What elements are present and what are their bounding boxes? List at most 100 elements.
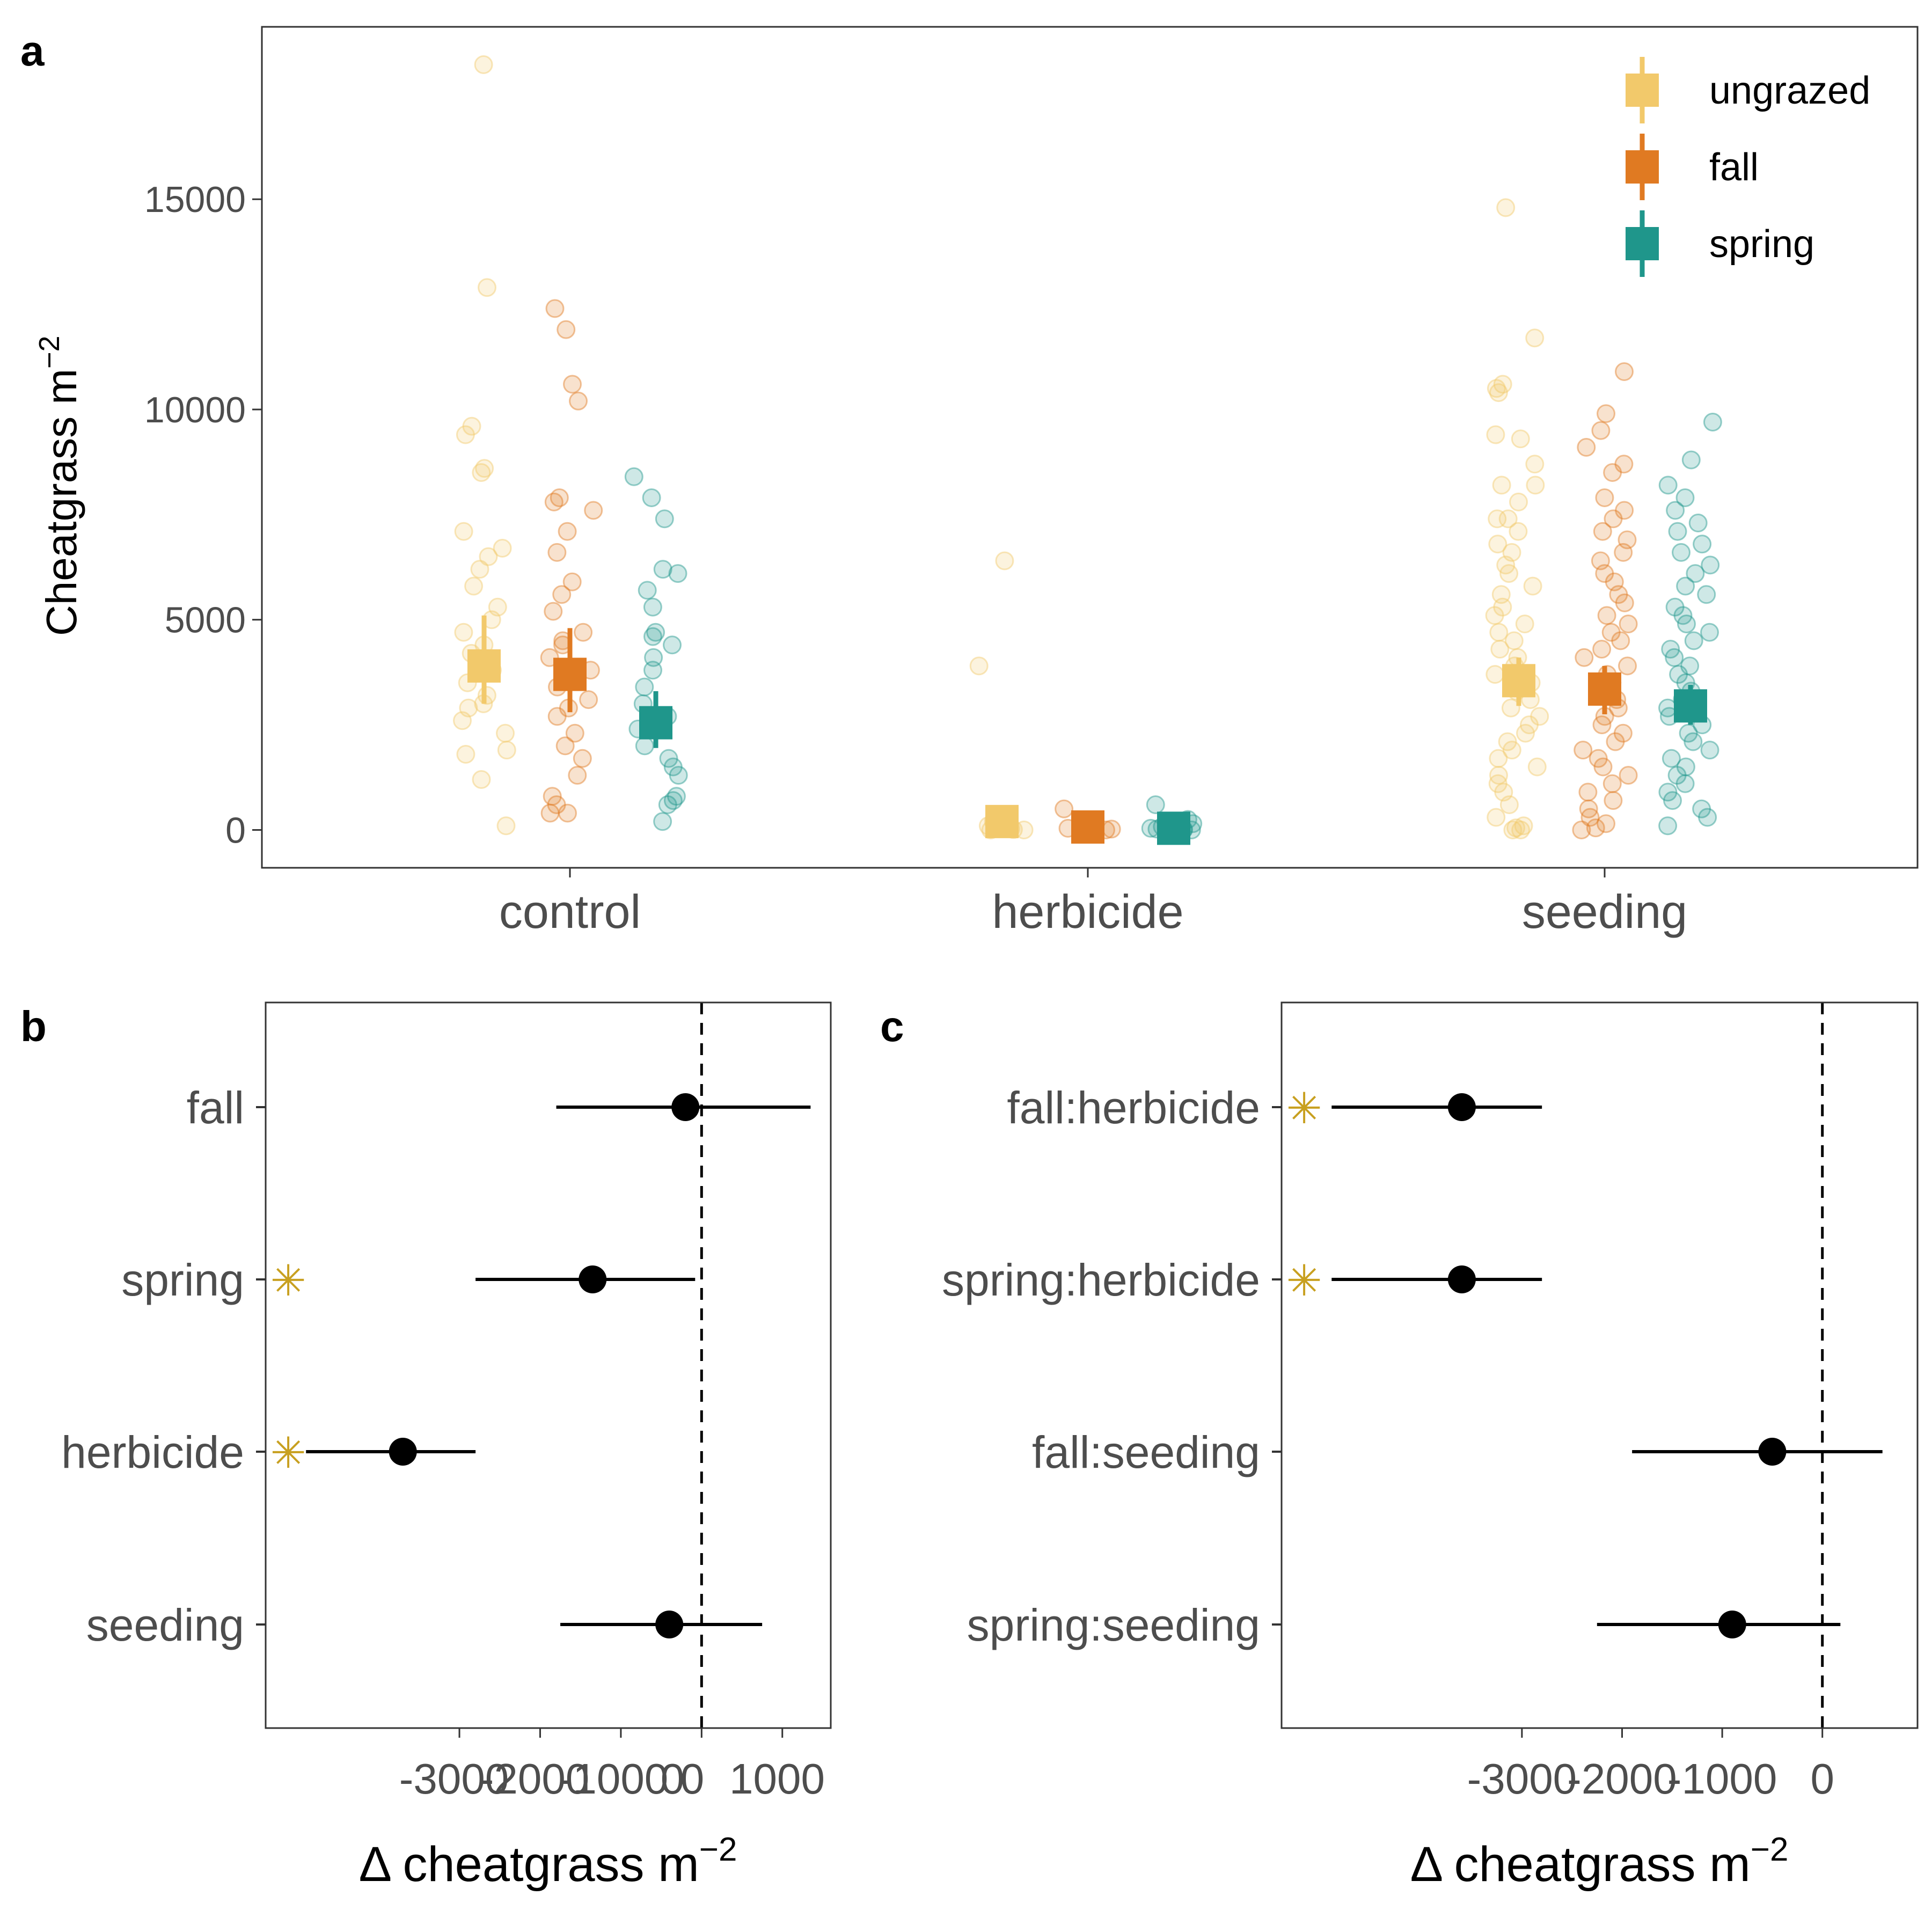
panel-b-x-axis-title-sup: −2: [699, 1831, 737, 1868]
raw-point-seeding-fall-1: [1597, 404, 1615, 423]
y-tick-label-5000: 5000: [165, 600, 246, 641]
raw-point-seeding-ungrazed-36: [1498, 732, 1517, 751]
c-x-tick-label-3: 0: [1810, 1755, 1834, 1803]
raw-point-control-fall-5: [544, 492, 564, 511]
b-x-tick-label-4: 0: [680, 1755, 705, 1803]
raw-point-seeding-spring-17: [1684, 631, 1703, 650]
raw-point-seeding-ungrazed-10: [1509, 492, 1528, 511]
raw-point-seeding-ungrazed-4: [1489, 383, 1508, 402]
raw-point-control-fall-25: [543, 787, 562, 806]
raw-point-seeding-fall-20: [1611, 631, 1630, 650]
raw-point-seeding-ungrazed-46: [1506, 818, 1526, 838]
raw-point-control-ungrazed-24: [456, 745, 475, 764]
panel-b-frame: [265, 1001, 832, 1729]
b-y-tick-label-herbicide: herbicide: [61, 1427, 244, 1477]
raw-point-seeding-ungrazed-1: [1525, 328, 1545, 348]
raw-point-seeding-spring-13: [1665, 597, 1685, 617]
raw-point-control-ungrazed-1: [478, 278, 496, 297]
panel-c-x-axis-title-main: Δ cheatgrass m: [1410, 1837, 1751, 1892]
panel-c-y-axis: fall:herbicide spring:herbicide fall:seedi…: [942, 1082, 1282, 1650]
raw-point-seeding-fall-3: [1577, 438, 1596, 457]
raw-point-herbicide-ungrazed-1: [969, 656, 989, 676]
raw-point-control-spring-8: [643, 627, 662, 646]
raw-point-seeding-spring-30: [1700, 741, 1719, 760]
raw-point-seeding-spring-33: [1667, 766, 1687, 785]
c-x-tick-label-0: -3000: [1467, 1755, 1577, 1803]
raw-point-seeding-spring-7: [1693, 535, 1712, 554]
raw-point-control-fall-3: [569, 391, 588, 411]
raw-point-seeding-ungrazed-43: [1499, 795, 1519, 814]
raw-point-control-fall-27: [558, 803, 577, 823]
raw-point-seeding-ungrazed-15: [1502, 543, 1521, 562]
raw-point-seeding-spring-11: [1676, 576, 1695, 596]
raw-point-control-ungrazed-2: [456, 425, 475, 444]
raw-point-control-spring-1: [642, 488, 661, 507]
raw-point-control-fall-18: [579, 690, 598, 709]
raw-point-seeding-spring-20: [1680, 656, 1700, 676]
raw-point-control-fall-7: [558, 522, 577, 541]
raw-point-seeding-fall-2: [1591, 421, 1611, 440]
panel-a-y-axis-title-main: Cheatgrass m: [38, 369, 85, 636]
raw-point-seeding-spring-4: [1666, 501, 1685, 520]
raw-point-seeding-ungrazed-44: [1487, 808, 1506, 827]
c-significance-star-fall:herbicide: ✳: [1286, 1084, 1322, 1133]
raw-point-control-ungrazed-26: [496, 816, 516, 836]
raw-point-seeding-fall-17: [1597, 606, 1616, 625]
b-x-tick-label-0: -3000: [399, 1755, 509, 1803]
raw-point-control-fall-10: [552, 585, 572, 604]
raw-point-seeding-fall-32: [1606, 732, 1625, 751]
raw-point-control-spring-20: [667, 787, 686, 806]
raw-point-control-ungrazed-23: [497, 741, 516, 760]
raw-point-control-spring-7: [646, 623, 665, 642]
raw-point-control-fall-20: [547, 707, 567, 726]
raw-point-herbicide-spring-0: [1146, 795, 1165, 814]
panel-a-x-axis: control herbicide seeding: [499, 868, 1687, 938]
b-estimate-spring: [579, 1265, 607, 1293]
legend-key-ungrazed: [1626, 74, 1659, 107]
panel-a-means: [467, 615, 1707, 845]
c-x-tick-label-1: -2000: [1567, 1755, 1677, 1803]
raw-point-control-ungrazed-9: [470, 560, 489, 579]
raw-point-control-spring-19: [669, 766, 688, 785]
panel-a-y-axis: 0 5000 10000 15000: [144, 179, 262, 851]
legend-key-fall: [1626, 150, 1659, 184]
raw-point-herbicide-fall-0: [1055, 799, 1074, 818]
raw-point-seeding-fall-33: [1574, 741, 1593, 760]
raw-point-control-ungrazed-0: [474, 55, 493, 74]
raw-point-seeding-ungrazed-2: [1493, 375, 1512, 394]
panel-b-y-axis: fall spring herbicide seeding: [61, 1082, 266, 1650]
raw-point-seeding-spring-16: [1700, 623, 1719, 642]
raw-point-control-fall-2: [563, 375, 582, 394]
raw-point-seeding-fall-7: [1615, 501, 1634, 520]
y-tick-label-15000: 15000: [144, 179, 246, 220]
raw-point-seeding-ungrazed-37: [1502, 741, 1521, 760]
c-estimate-fall:seeding: [1758, 1438, 1787, 1466]
raw-point-seeding-spring-38: [1698, 808, 1717, 827]
raw-point-control-fall-9: [562, 572, 582, 591]
raw-point-control-spring-18: [663, 757, 683, 777]
raw-point-control-spring-4: [668, 564, 687, 583]
raw-point-seeding-fall-6: [1595, 488, 1614, 507]
raw-point-control-fall-23: [573, 749, 592, 768]
raw-point-control-spring-5: [638, 581, 657, 600]
raw-point-seeding-spring-39: [1658, 816, 1678, 836]
raw-point-seeding-spring-34: [1675, 774, 1695, 793]
raw-point-seeding-fall-22: [1575, 648, 1594, 667]
y-tick-label-10000: 10000: [144, 390, 246, 430]
raw-point-seeding-spring-6: [1668, 522, 1687, 541]
x-tick-label-control: control: [499, 885, 641, 938]
raw-point-control-spring-6: [643, 597, 662, 617]
raw-point-seeding-ungrazed-45: [1514, 816, 1533, 836]
b-estimate-seeding: [655, 1611, 684, 1638]
raw-point-seeding-ungrazed-3: [1487, 379, 1506, 398]
raw-point-seeding-spring-37: [1692, 799, 1711, 818]
raw-point-seeding-ungrazed-34: [1520, 715, 1539, 735]
raw-point-seeding-ungrazed-23: [1489, 623, 1509, 642]
raw-point-seeding-ungrazed-18: [1523, 576, 1542, 596]
raw-point-seeding-ungrazed-25: [1490, 640, 1510, 659]
raw-point-control-ungrazed-25: [472, 770, 491, 789]
raw-point-seeding-ungrazed-6: [1511, 429, 1530, 449]
raw-point-seeding-fall-37: [1602, 774, 1622, 793]
